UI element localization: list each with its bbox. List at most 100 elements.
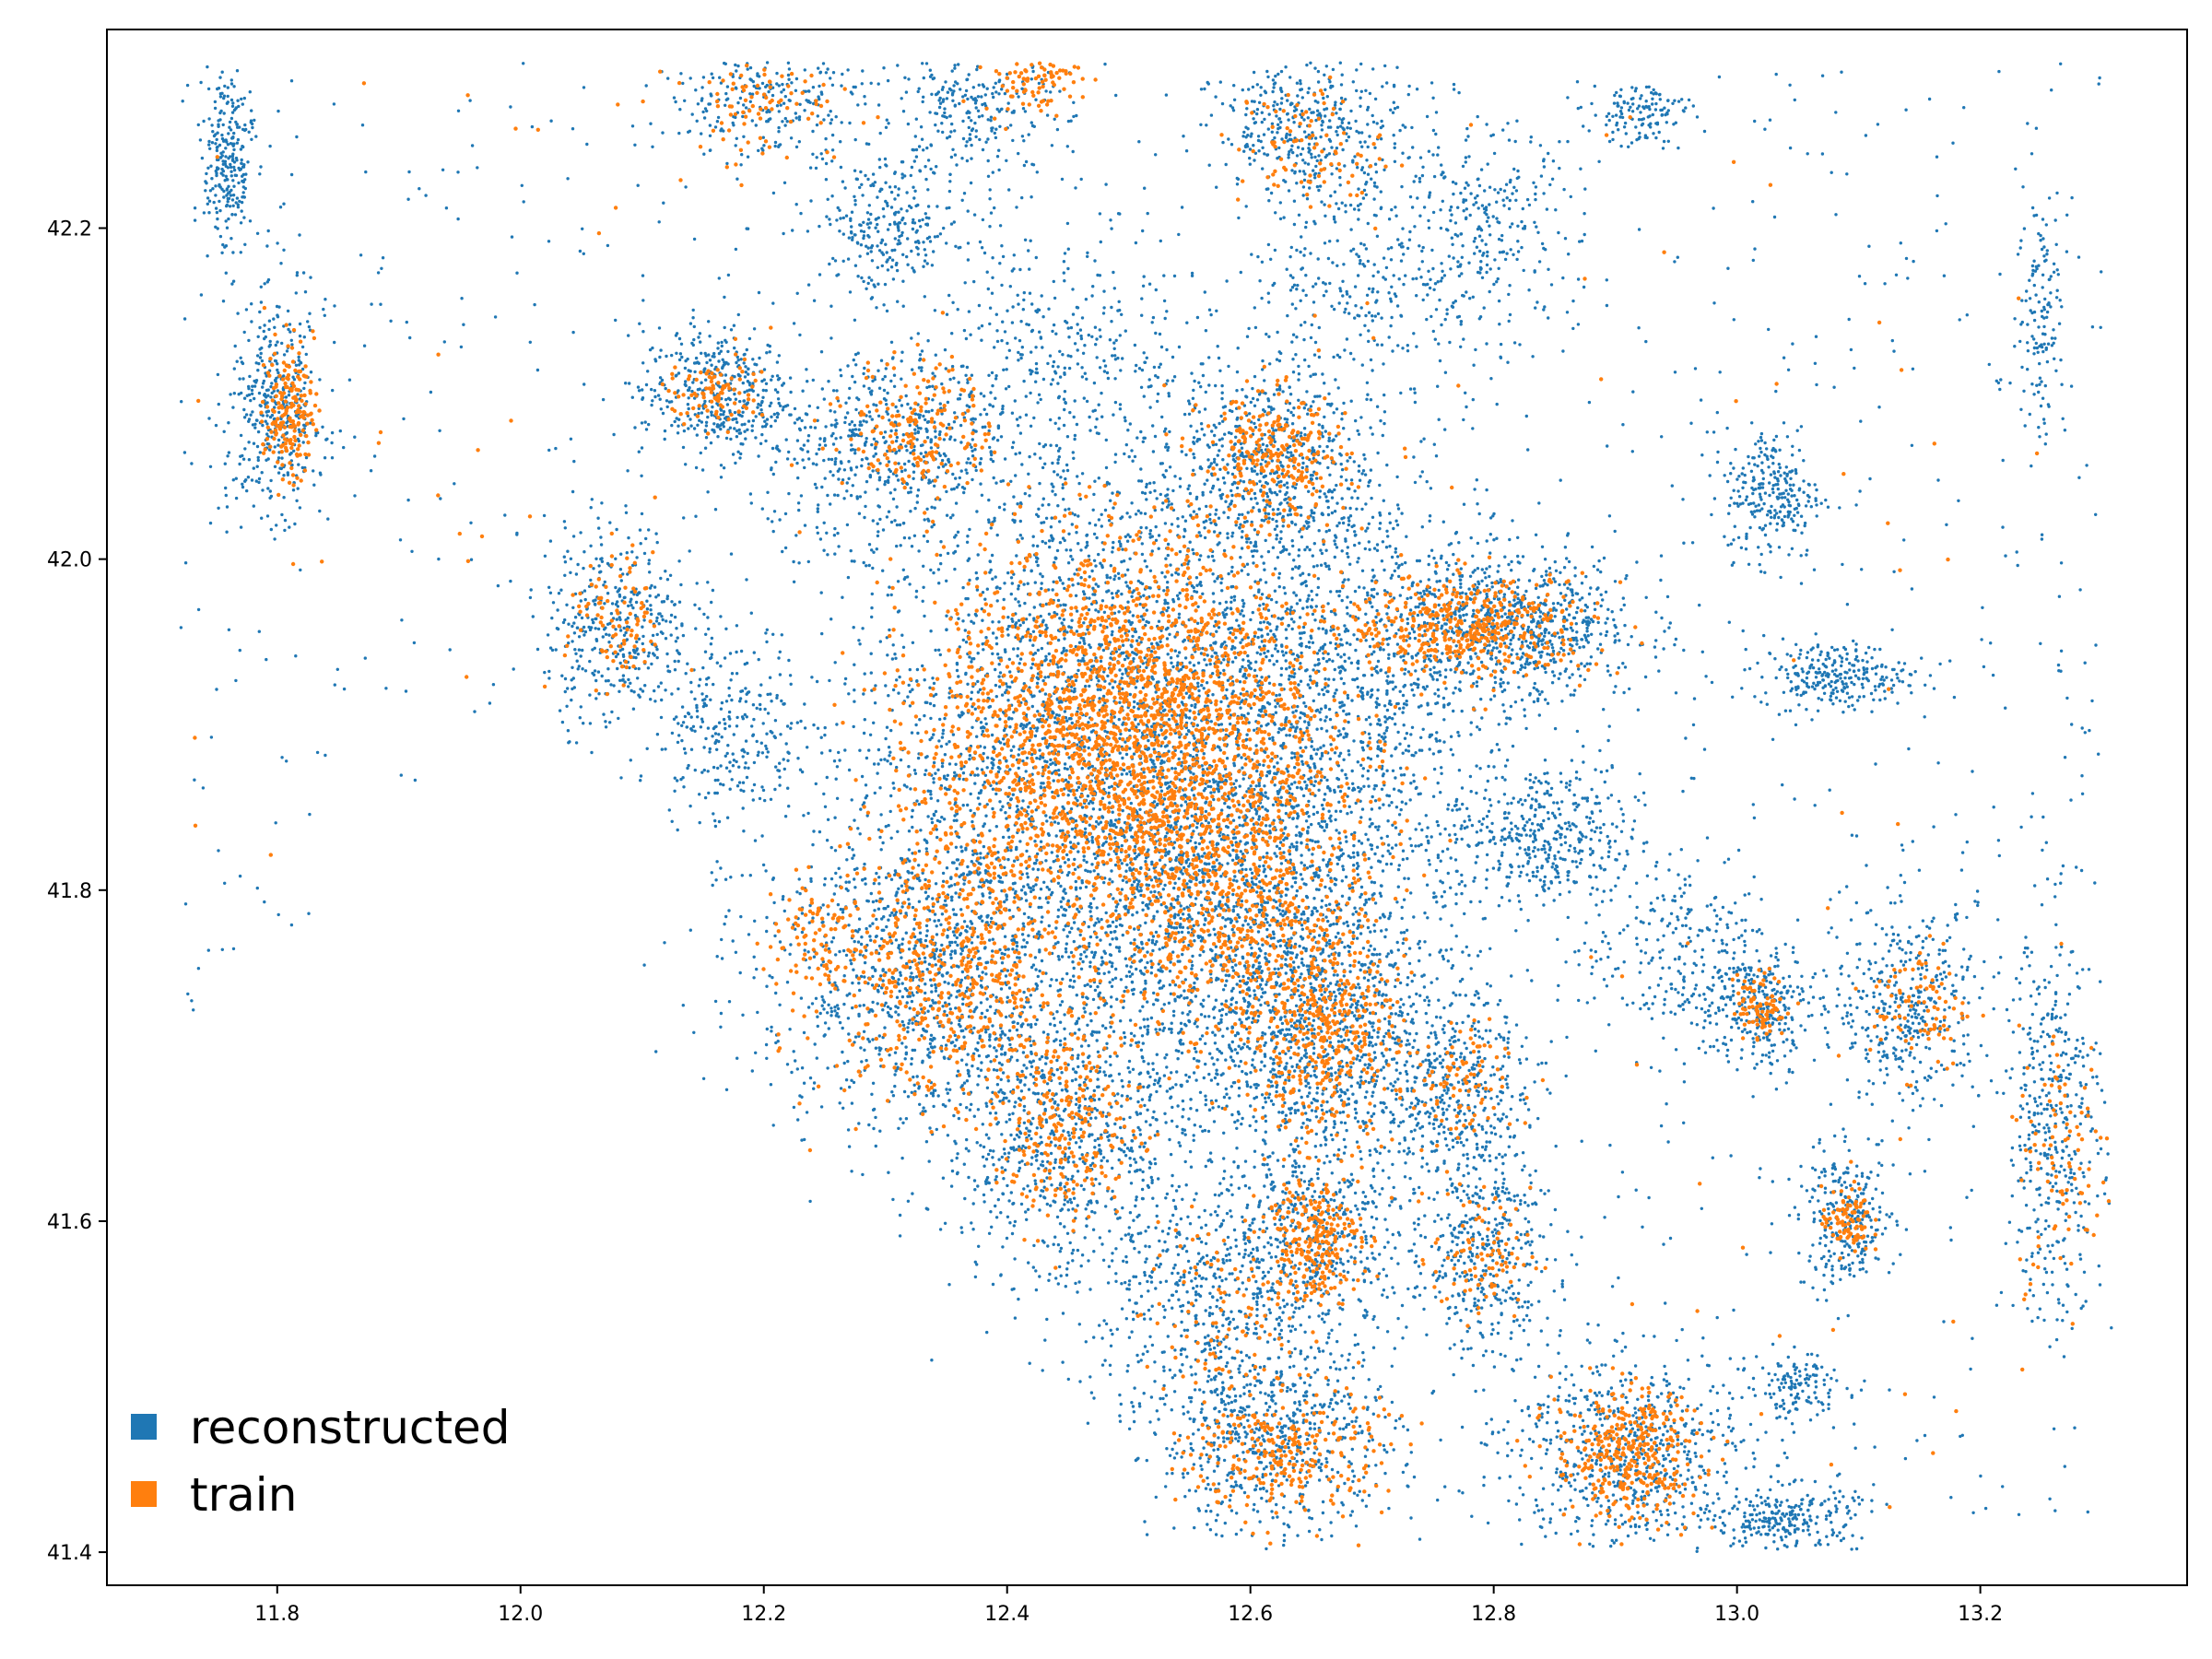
- data-point: [1294, 871, 1299, 875]
- data-point: [1051, 538, 1054, 543]
- data-point: [910, 731, 914, 735]
- data-point: [1107, 785, 1112, 789]
- data-point: [1154, 524, 1158, 529]
- data-point: [1126, 429, 1130, 432]
- data-point: [932, 703, 936, 708]
- data-point: [1275, 771, 1278, 776]
- data-point: [895, 995, 900, 999]
- data-point: [1097, 584, 1100, 588]
- data-point: [1319, 746, 1323, 749]
- data-point: [1186, 1013, 1190, 1017]
- data-point: [970, 690, 974, 694]
- data-point: [1271, 930, 1276, 934]
- data-point: [1193, 939, 1196, 943]
- data-point: [1397, 574, 1401, 579]
- data-point: [1051, 790, 1054, 794]
- data-point: [1133, 700, 1136, 704]
- data-point: [985, 756, 990, 759]
- data-point: [1094, 921, 1098, 925]
- data-point: [1007, 1029, 1012, 1032]
- data-point: [928, 686, 932, 689]
- data-point: [1281, 909, 1285, 913]
- data-point: [1204, 809, 1208, 814]
- data-point: [975, 735, 979, 738]
- data-point: [820, 631, 824, 636]
- data-point: [1148, 481, 1152, 485]
- data-point: [858, 642, 862, 646]
- data-point: [1346, 812, 1349, 816]
- data-point: [1230, 660, 1235, 664]
- data-point: [1214, 383, 1218, 388]
- data-point: [1097, 1030, 1101, 1034]
- data-point: [1030, 569, 1033, 573]
- data-point: [1024, 394, 1029, 398]
- data-point: [945, 628, 948, 631]
- data-point: [1171, 355, 1175, 359]
- data-point: [943, 716, 947, 721]
- data-point: [1009, 748, 1014, 752]
- data-point: [1145, 724, 1148, 727]
- data-point: [1352, 855, 1356, 859]
- data-point: [1033, 652, 1038, 655]
- data-point: [1136, 509, 1141, 512]
- plot-area: [179, 61, 2113, 1554]
- data-point: [1508, 899, 1512, 902]
- data-point: [911, 641, 915, 644]
- data-point: [1229, 853, 1232, 857]
- data-point: [1275, 844, 1279, 848]
- data-point: [1261, 704, 1265, 709]
- data-point: [1179, 667, 1183, 671]
- data-point: [1075, 609, 1079, 613]
- data-point: [1241, 598, 1245, 603]
- data-point: [1385, 725, 1389, 730]
- data-point: [1333, 667, 1337, 672]
- data-point: [1073, 835, 1077, 839]
- data-point: [1154, 1028, 1158, 1031]
- data-point: [1220, 383, 1224, 388]
- data-point: [1200, 683, 1204, 688]
- data-point: [1287, 677, 1291, 681]
- data-point: [1387, 843, 1391, 847]
- data-point: [1081, 656, 1085, 661]
- data-point: [1286, 998, 1289, 1003]
- data-point: [1257, 961, 1262, 965]
- data-point: [1088, 984, 1093, 989]
- data-point: [1401, 849, 1406, 853]
- data-point: [1390, 846, 1394, 850]
- data-point: [1107, 853, 1111, 856]
- data-point: [1307, 641, 1312, 644]
- data-point: [1055, 473, 1060, 477]
- data-point: [1312, 542, 1317, 546]
- data-point: [889, 520, 894, 524]
- data-point: [1227, 571, 1230, 576]
- data-point: [1141, 1085, 1146, 1089]
- data-point: [975, 767, 980, 771]
- data-point: [1450, 947, 1453, 951]
- data-point: [1176, 572, 1181, 576]
- data-point: [1189, 424, 1193, 428]
- data-point: [924, 890, 928, 894]
- data-point: [995, 585, 999, 589]
- data-point: [1100, 599, 1105, 603]
- data-point: [1366, 979, 1371, 982]
- data-point: [1296, 704, 1300, 709]
- data-point: [1129, 801, 1134, 806]
- data-point: [828, 678, 831, 683]
- data-point: [1357, 839, 1361, 843]
- data-point: [1195, 724, 1200, 727]
- data-point: [966, 865, 970, 869]
- data-point: [1197, 868, 1202, 873]
- data-point: [1116, 589, 1120, 593]
- data-point: [1403, 877, 1406, 880]
- data-point: [1324, 793, 1327, 796]
- data-point: [1370, 880, 1374, 884]
- data-point: [1163, 575, 1167, 579]
- data-point: [1449, 886, 1453, 889]
- data-point: [1100, 796, 1105, 800]
- data-point: [1151, 677, 1155, 681]
- data-point: [1065, 649, 1068, 653]
- data-point: [1152, 991, 1156, 995]
- data-point: [1018, 657, 1023, 661]
- data-point: [1187, 716, 1192, 720]
- data-point: [1264, 875, 1268, 878]
